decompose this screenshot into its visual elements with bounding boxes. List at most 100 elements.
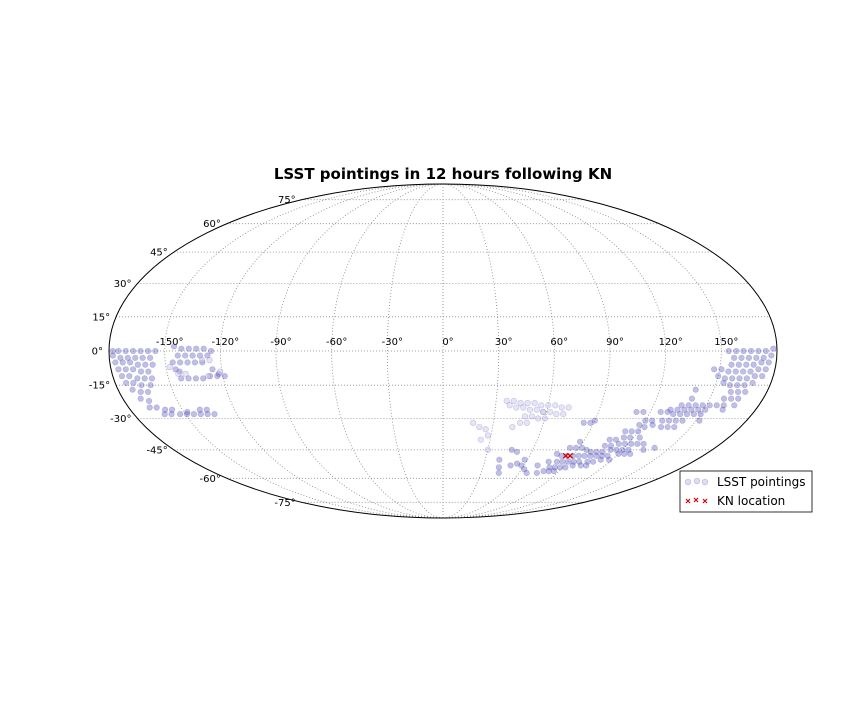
lsst-pointing-point bbox=[674, 406, 681, 413]
lsst-pointing-point bbox=[755, 347, 762, 355]
lsst-pointing-point bbox=[183, 411, 191, 418]
lsst-pointing-point bbox=[640, 440, 647, 447]
lsst-pointing-point bbox=[134, 361, 141, 368]
lsst-pointing-point bbox=[583, 462, 590, 469]
lsst-pointing-point bbox=[178, 375, 185, 382]
lsst-pointing-point bbox=[524, 400, 531, 407]
lsst-pointing-point bbox=[153, 404, 160, 411]
lsst-pointing-point bbox=[207, 347, 215, 355]
lsst-pointing-point bbox=[615, 440, 622, 447]
lsst-pointing-point bbox=[758, 359, 765, 366]
lsst-pointing-point bbox=[755, 366, 762, 373]
lsst-pointing-point bbox=[496, 456, 503, 463]
lsst-pointing-point bbox=[550, 467, 557, 475]
lsst-pointing-point bbox=[591, 417, 598, 424]
lsst-pointing-point bbox=[197, 411, 204, 418]
lsst-pointing-point bbox=[589, 458, 597, 465]
lsst-pointing-point bbox=[720, 402, 727, 409]
lsst-pointing-point bbox=[719, 406, 726, 413]
lsst-pointing-point bbox=[513, 404, 520, 411]
lsst-pointing-point bbox=[760, 354, 767, 361]
lsst-pointing-point bbox=[734, 382, 741, 389]
lsst-pointing-point bbox=[720, 379, 727, 387]
lsst-pointing-point bbox=[137, 368, 145, 375]
lsst-pointing-point bbox=[199, 357, 206, 364]
lsst-pointing-point bbox=[685, 402, 692, 409]
lsst-pointing-point bbox=[575, 452, 582, 459]
lsst-pointing-point bbox=[127, 359, 134, 366]
lsst-pointing-point bbox=[718, 366, 725, 373]
lsst-pointing-point bbox=[484, 446, 491, 453]
lsst-pointing-point bbox=[765, 359, 772, 366]
lsst-pointing-point bbox=[750, 361, 757, 368]
lsst-pointing-point bbox=[565, 404, 572, 411]
lsst-pointing-point bbox=[523, 419, 530, 426]
lsst-pointing-point bbox=[640, 446, 647, 453]
lsst-pointing-point bbox=[531, 400, 538, 407]
kn-location-marker bbox=[562, 452, 569, 459]
lsst-pointing-point bbox=[727, 395, 735, 402]
lsst-pointing-point bbox=[146, 404, 153, 411]
lsst-pointing-point bbox=[533, 406, 540, 413]
lsst-pointing-point bbox=[711, 366, 718, 373]
lsst-pointing-point bbox=[217, 368, 224, 375]
lsst-pointing-point bbox=[547, 408, 554, 416]
lat-tick-label: 15° bbox=[92, 312, 110, 323]
lsst-pointing-point bbox=[592, 452, 600, 459]
lsst-pointing-point bbox=[132, 354, 139, 361]
lsst-pointing-point bbox=[628, 428, 635, 435]
lsst-pointing-point bbox=[172, 366, 179, 373]
lon-tick-label: 120° bbox=[659, 337, 683, 348]
lsst-pointing-point bbox=[633, 408, 640, 416]
lsst-pointing-point bbox=[725, 347, 732, 355]
lsst-pointing-point bbox=[742, 388, 749, 396]
lsst-pointing-point bbox=[523, 469, 530, 477]
lsst-pointing-point bbox=[109, 352, 116, 359]
lsst-pointing-point bbox=[477, 436, 484, 443]
lsst-pointing-point bbox=[740, 347, 747, 355]
lsst-pointing-point bbox=[640, 408, 647, 416]
lsst-pointing-point bbox=[169, 359, 176, 366]
lsst-pointing-point bbox=[671, 423, 678, 431]
legend: LSST pointings KN location bbox=[679, 470, 813, 513]
lsst-pointing-point bbox=[146, 354, 154, 361]
lsst-pointing-point bbox=[130, 379, 137, 387]
lsst-pointing-point bbox=[759, 373, 766, 380]
lsst-pointing-point bbox=[495, 469, 502, 477]
lsst-pointing-point bbox=[702, 406, 709, 413]
lat-tick-label: 60° bbox=[203, 219, 221, 230]
lsst-pointing-point bbox=[177, 411, 184, 418]
lsst-pointing-point bbox=[557, 464, 564, 471]
lsst-pointing-point bbox=[580, 419, 587, 426]
lsst-pointing-point bbox=[144, 347, 152, 355]
lsst-pointing-point bbox=[741, 382, 748, 389]
lsst-pointing-point bbox=[170, 343, 178, 350]
lsst-pointing-point bbox=[713, 402, 720, 409]
lsst-pointing-point bbox=[545, 467, 552, 475]
lsst-pointing-point bbox=[751, 373, 758, 380]
lsst-pointing-point bbox=[569, 462, 576, 469]
lsst-pointing-point bbox=[735, 395, 742, 402]
lat-tick-label: -75° bbox=[274, 498, 295, 509]
lsst-pointing-point bbox=[725, 368, 732, 375]
lsst-pointing-point bbox=[528, 413, 535, 420]
lsst-pointing-point bbox=[735, 361, 742, 368]
legend-marker-pointings-3 bbox=[701, 478, 709, 486]
lsst-pointing-point bbox=[627, 450, 634, 457]
lsst-pointing-point bbox=[697, 411, 704, 418]
lsst-pointing-point bbox=[526, 406, 533, 413]
lsst-pointing-point bbox=[572, 444, 580, 451]
lsst-pointing-point bbox=[747, 368, 754, 375]
lsst-pointing-point bbox=[612, 436, 620, 443]
lon-tick-label: -150° bbox=[156, 337, 184, 348]
lsst-pointing-point bbox=[205, 373, 212, 380]
lsst-pointing-point bbox=[619, 446, 626, 453]
lsst-pointing-point bbox=[196, 352, 204, 359]
lsst-pointing-point bbox=[545, 402, 552, 409]
lsst-pointing-point bbox=[670, 411, 677, 418]
lsst-pointing-point bbox=[552, 402, 559, 409]
lsst-pointing-point bbox=[730, 354, 738, 361]
lsst-pointing-point bbox=[657, 408, 664, 416]
lsst-pointing-point bbox=[191, 359, 199, 366]
lsst-pointing-point bbox=[688, 395, 696, 402]
